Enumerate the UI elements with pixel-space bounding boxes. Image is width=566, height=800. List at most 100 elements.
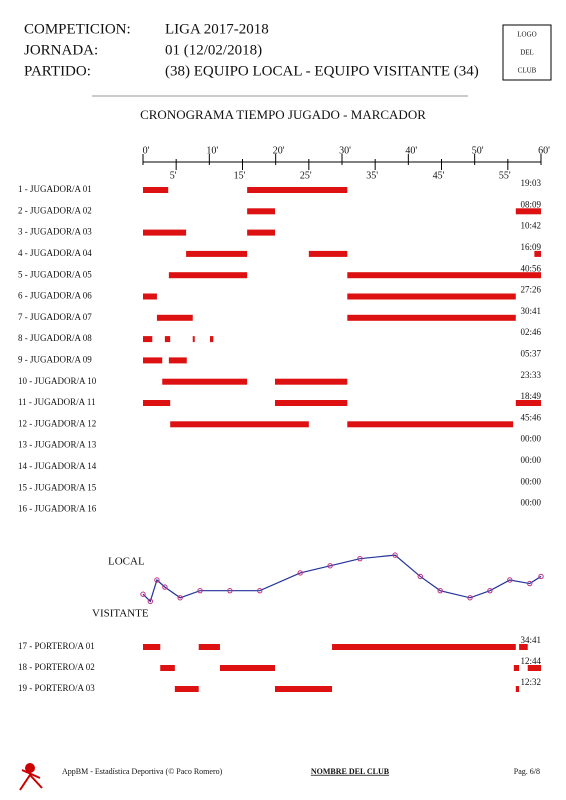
play-interval	[332, 644, 516, 650]
score-point	[487, 587, 493, 594]
tick-label: 50'	[472, 145, 484, 156]
row-name: 2 - JUGADOR/A 02	[18, 205, 92, 215]
row-name: 14 - JUGADOR/A 14	[18, 461, 97, 471]
footer-icon	[25, 763, 35, 773]
row-name: 16 - JUGADOR/A 16	[18, 504, 97, 514]
row-name: 12 - JUGADOR/A 12	[18, 418, 96, 428]
play-interval	[143, 229, 187, 236]
visitor-label: VISITANTE	[92, 608, 149, 620]
row-total: 12:44	[520, 656, 541, 666]
row-total: 27:26	[520, 285, 541, 295]
score-point	[392, 552, 398, 558]
row-name: 9 - JUGADOR/A 09	[18, 354, 92, 364]
tick-label: 5'	[170, 170, 177, 181]
play-interval	[347, 421, 514, 428]
play-interval	[347, 314, 516, 321]
play-interval	[519, 644, 528, 650]
play-interval	[515, 686, 520, 692]
row-total: 16:09	[520, 242, 541, 252]
footer-right: Pag. 6/8	[514, 767, 540, 776]
row-name: 11 - JUGADOR/A 11	[18, 397, 96, 407]
score-point	[197, 587, 203, 594]
field-value: 01 (12/02/2018)	[165, 42, 262, 58]
tick-label: 45'	[433, 170, 445, 181]
score-point	[162, 584, 168, 590]
field-label: JORNADA:	[24, 42, 98, 58]
play-interval	[534, 250, 541, 257]
footer-center: NOMBRE DEL CLUB	[311, 767, 390, 776]
row-total: 00:00	[520, 498, 541, 508]
play-interval	[247, 208, 276, 215]
tick-label: 35'	[366, 170, 378, 181]
row-name: 6 - JUGADOR/A 06	[18, 291, 92, 301]
score-point	[507, 577, 513, 583]
logo-box	[502, 24, 552, 81]
score-point	[417, 573, 423, 580]
logo-text: CLUB	[518, 67, 537, 75]
play-interval	[143, 357, 163, 364]
play-interval	[168, 357, 187, 364]
row-total: 02:46	[520, 327, 541, 337]
score-point	[357, 555, 363, 562]
tick-label: 30'	[339, 145, 351, 156]
play-interval	[143, 400, 171, 406]
play-interval	[198, 644, 220, 650]
play-interval	[513, 665, 520, 671]
score-point	[154, 577, 160, 583]
row-name: 19 - PORTERO/A 03	[18, 683, 95, 693]
tick-label: 55'	[499, 170, 511, 181]
score-point	[227, 587, 233, 594]
local-label: LOCAL	[108, 556, 145, 568]
row-total: 18:49	[520, 391, 541, 401]
play-interval	[209, 336, 214, 343]
score-point	[297, 570, 303, 576]
tick-label: 0'	[143, 145, 150, 156]
play-interval	[143, 187, 169, 193]
row-total: 40:56	[520, 263, 541, 273]
play-interval	[527, 665, 541, 671]
score-line	[142, 554, 542, 603]
footer-icon-body	[19, 769, 43, 791]
title: CRONOGRAMA TIEMPO JUGADO - MARCADOR	[140, 107, 426, 122]
play-interval	[143, 644, 161, 650]
row-total: 00:00	[520, 455, 541, 465]
row-total: 12:32	[520, 677, 541, 687]
row-name: 3 - JUGADOR/A 03	[18, 227, 92, 237]
play-interval	[162, 378, 248, 385]
play-interval	[275, 378, 348, 385]
play-interval	[219, 665, 276, 671]
score-point	[538, 573, 544, 580]
row-name: 8 - JUGADOR/A 08	[18, 333, 92, 343]
field-value: LIGA 2017-2018	[165, 21, 269, 37]
play-interval	[160, 665, 175, 671]
field-label: COMPETICION:	[24, 21, 131, 37]
row-total: 00:00	[520, 434, 541, 444]
row-name: 13 - JUGADOR/A 13	[18, 440, 97, 450]
play-interval	[515, 208, 541, 215]
play-interval	[247, 229, 276, 236]
tick-label: 40'	[405, 145, 417, 156]
score-point	[147, 598, 153, 605]
row-total: 23:33	[520, 370, 541, 380]
row-total: 34:41	[520, 635, 541, 645]
row-name: 4 - JUGADOR/A 04	[18, 248, 92, 258]
row-total: 30:41	[520, 306, 541, 316]
play-interval	[515, 400, 541, 406]
play-interval	[192, 336, 195, 343]
tick-label: 25'	[300, 170, 312, 181]
play-interval	[143, 336, 153, 343]
row-total: 19:03	[520, 178, 541, 188]
logo-text: LOGO	[517, 31, 536, 39]
logo-text: DEL	[520, 49, 534, 57]
row-total: 08:09	[520, 199, 541, 209]
row-name: 5 - JUGADOR/A 05	[18, 269, 92, 279]
play-interval	[247, 187, 348, 193]
score-point	[527, 580, 533, 587]
score-point	[467, 595, 473, 601]
row-total: 00:00	[520, 476, 541, 486]
play-interval	[164, 336, 171, 343]
row-total: 10:42	[520, 221, 541, 231]
footer-left: AppBM - Estadística Deportiva (© Paco Ro…	[62, 767, 223, 776]
play-interval	[168, 272, 248, 279]
